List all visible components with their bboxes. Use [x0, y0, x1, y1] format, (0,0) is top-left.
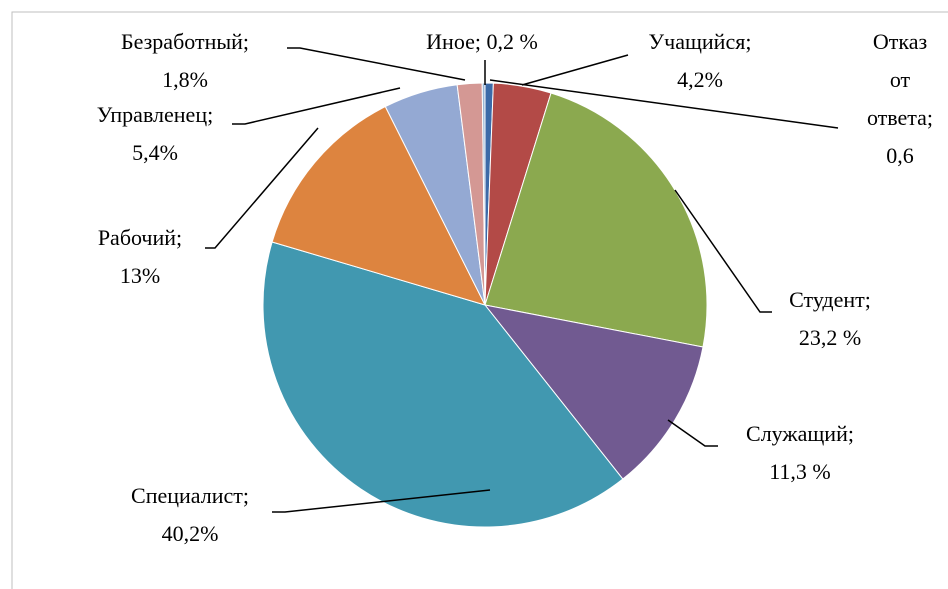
leader-line	[489, 79, 839, 129]
value-label: 13%	[120, 263, 160, 288]
value-label: 11,3 %	[769, 459, 831, 484]
pie-slice	[483, 304, 704, 480]
leader-line	[232, 87, 401, 125]
category-label: Рабочий;	[98, 225, 182, 250]
leader-line	[205, 127, 319, 249]
category-label: Служащий;	[746, 421, 854, 446]
leader-line	[287, 47, 466, 81]
leader-line	[667, 419, 718, 447]
pie-slice	[262, 241, 624, 528]
category-label: Специалист;	[131, 483, 249, 508]
category-label: Отказ от ответа;	[867, 29, 933, 130]
leader-line	[521, 54, 629, 86]
data-label: Иное; 0,2 %	[426, 29, 538, 54]
leader-line	[674, 189, 772, 313]
pie-slice	[271, 105, 486, 306]
leader-line	[272, 489, 491, 513]
category-label: Студент;	[789, 287, 871, 312]
frame	[11, 11, 948, 589]
category-label: Управленец;	[97, 102, 213, 127]
value-label: 0,2 %	[486, 29, 537, 54]
category-label: Безработный;	[121, 29, 249, 54]
value-label: 1,8%	[162, 67, 208, 92]
value-label: 5,4%	[132, 140, 178, 165]
value-label: 40,2%	[162, 521, 219, 546]
category-label: Учащийся;	[649, 29, 752, 54]
value-label: 4,2%	[677, 67, 723, 92]
category-label: Иное;	[426, 29, 481, 54]
value-label: 0,6	[886, 143, 914, 168]
value-label: 23,2 %	[799, 325, 861, 350]
